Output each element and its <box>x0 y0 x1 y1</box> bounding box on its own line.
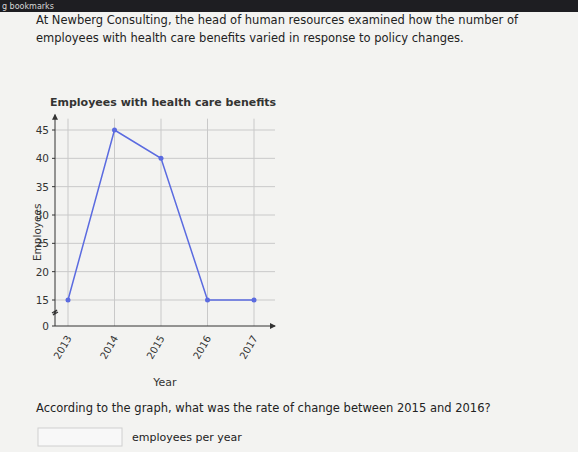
answer-unit: employees per year <box>132 431 242 444</box>
y-tick-label: 35 <box>36 181 49 193</box>
x-axis <box>55 326 275 327</box>
grid-line-x <box>114 119 115 326</box>
grid-line-x <box>207 119 208 326</box>
axis-break <box>52 310 58 315</box>
y-axis-label: Employees <box>31 204 43 261</box>
toolbar <box>0 0 578 12</box>
plot-area <box>66 128 257 303</box>
y-tick-label: 0 <box>42 320 49 332</box>
toolbar-text: g bookmarks <box>2 2 54 11</box>
grid-line <box>55 215 275 216</box>
grid-line <box>55 271 275 272</box>
y-tick <box>52 326 55 327</box>
x-tick-label: 2017 <box>237 334 259 362</box>
answer-box[interactable] <box>38 428 122 446</box>
y-tick <box>52 186 55 187</box>
y-tick-label: 40 <box>36 152 49 164</box>
x-axis-label: Year <box>152 376 177 389</box>
y-tick-label: 15 <box>36 294 49 306</box>
intro-text: employees with health care benefits vari… <box>36 31 464 45</box>
x-tick-label: 2014 <box>98 334 120 362</box>
grid-line-x <box>254 119 255 326</box>
grid-line-x <box>161 119 162 326</box>
y-tick-label: 20 <box>36 266 49 278</box>
grid-line-x <box>68 119 69 326</box>
y-tick <box>52 130 55 131</box>
grid-line <box>55 243 275 244</box>
y-tick <box>52 300 55 301</box>
data-point <box>159 156 164 161</box>
data-point <box>205 298 210 303</box>
data-point <box>66 298 71 303</box>
grid-line <box>55 130 275 131</box>
data-point <box>252 298 257 303</box>
y-axis <box>55 115 56 326</box>
y-tick <box>52 158 55 159</box>
x-tick-label: 2016 <box>191 334 213 362</box>
y-tick <box>52 215 55 216</box>
y-tick-label: 45 <box>36 124 49 136</box>
intro-text: At Newberg Consulting, the head of human… <box>36 13 519 27</box>
grid-line <box>55 186 275 187</box>
y-axis-arrow <box>52 114 58 120</box>
data-line <box>68 130 254 300</box>
y-tick <box>52 271 55 272</box>
question-text: According to the graph, what was the rat… <box>36 401 491 415</box>
y-tick <box>52 243 55 244</box>
data-point <box>112 128 117 133</box>
x-axis-arrow <box>270 323 276 329</box>
x-tick-label: 2013 <box>51 334 73 362</box>
chart-title: Employees with health care benefits <box>50 96 277 109</box>
x-tick-label: 2015 <box>144 334 166 362</box>
grid-line <box>55 158 275 159</box>
